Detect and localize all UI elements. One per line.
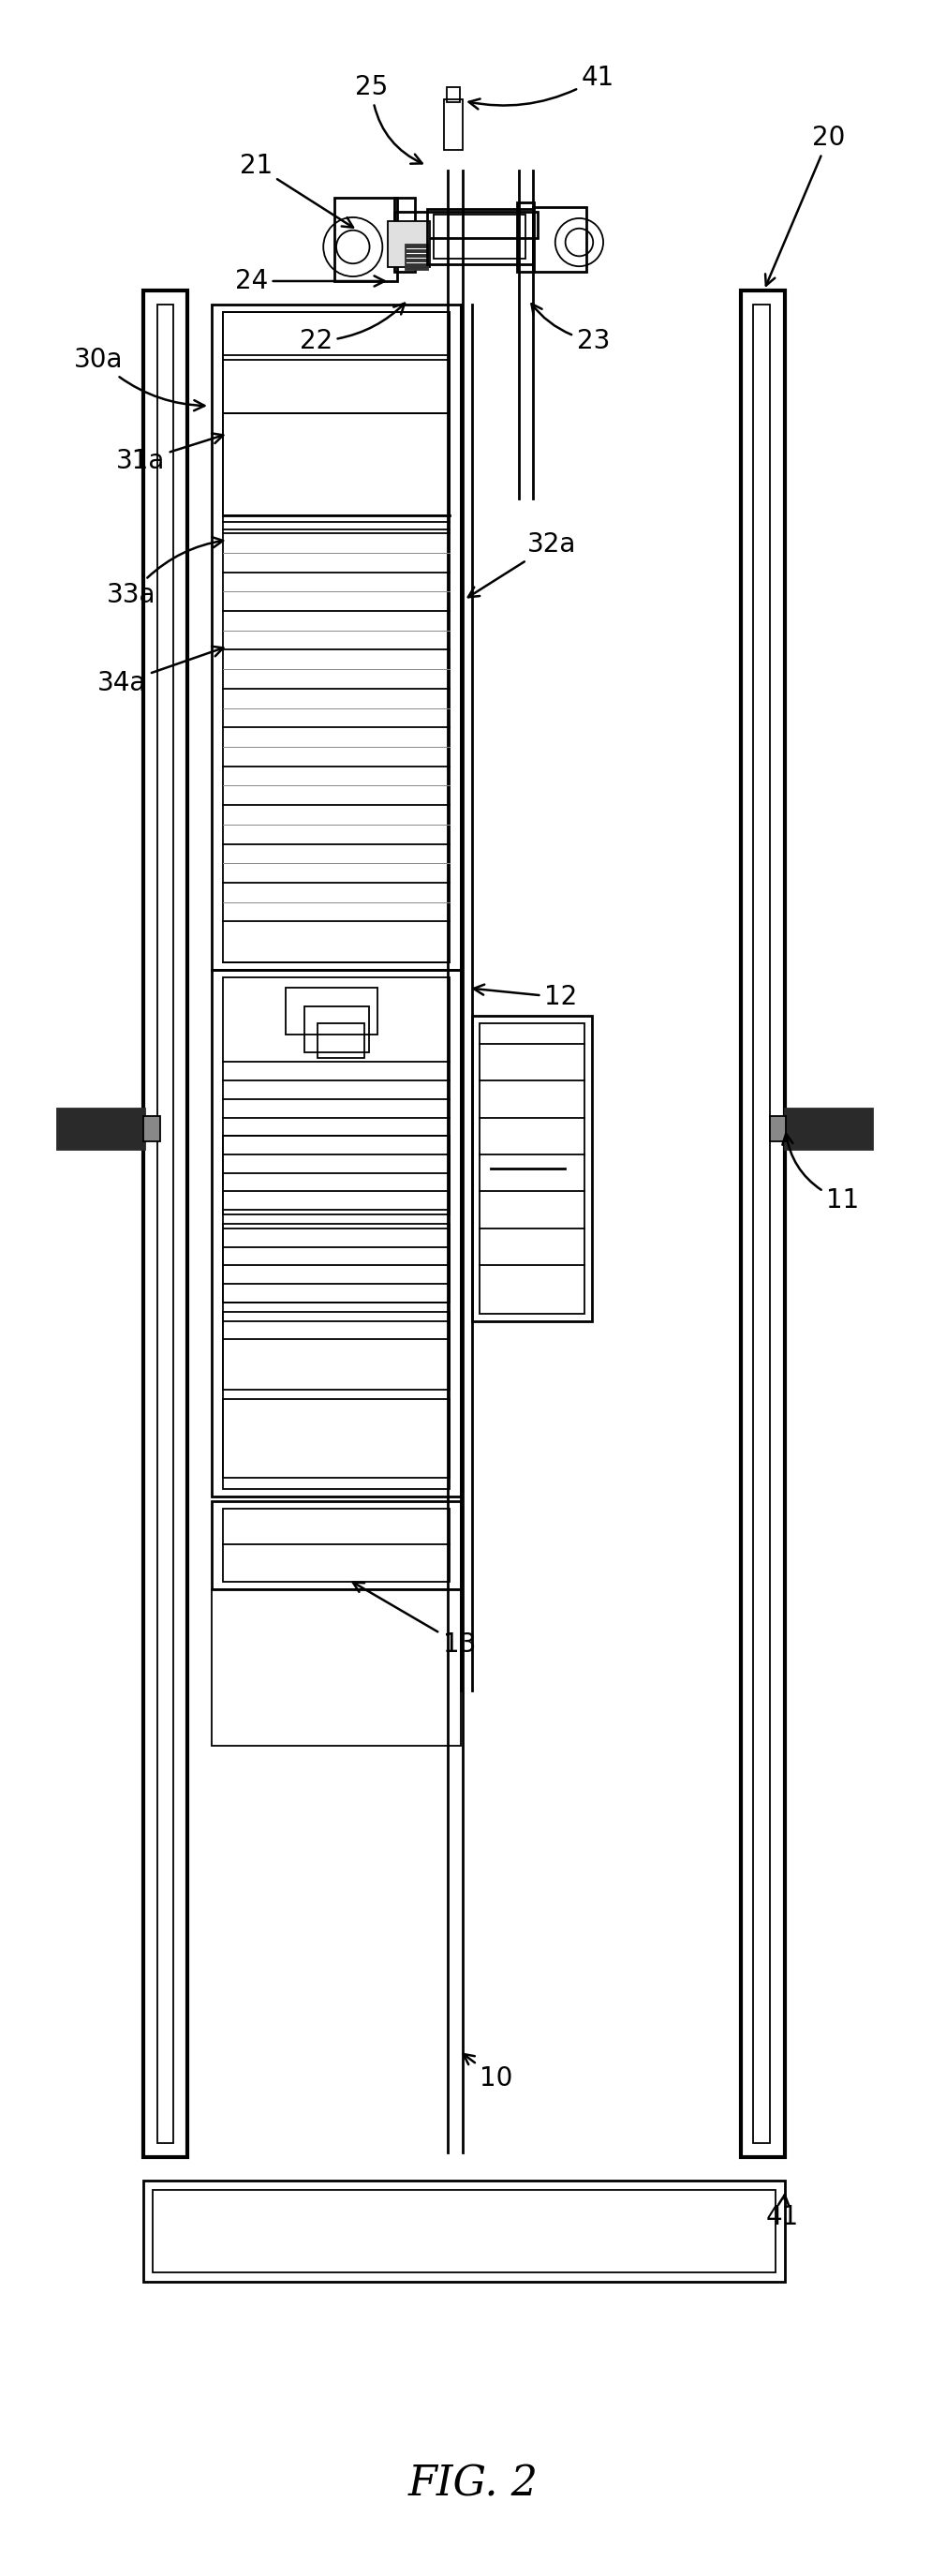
Text: 23: 23 (532, 304, 609, 355)
Bar (212, 1589, 461, 1747)
Bar (304, 1007, 369, 1054)
Bar (335, 198, 397, 281)
Bar (222, 1399, 450, 1479)
Bar (222, 1136, 450, 1213)
Text: 10: 10 (464, 2053, 513, 2092)
Bar (406, 245, 428, 270)
Bar (445, 98, 463, 149)
Bar (212, 304, 461, 969)
Bar (222, 312, 450, 963)
Text: 22: 22 (300, 304, 405, 355)
Bar (222, 1311, 450, 1391)
Bar (769, 1115, 786, 1141)
Text: 41: 41 (766, 2195, 799, 2231)
Bar (741, 291, 785, 2156)
Text: 11: 11 (782, 1133, 859, 1213)
Text: 13: 13 (353, 1582, 476, 1656)
Bar (394, 198, 414, 273)
Bar (143, 2179, 785, 2282)
Bar (222, 1224, 450, 1303)
Bar (388, 222, 429, 268)
Text: 30a: 30a (75, 348, 204, 410)
Text: 21: 21 (239, 152, 353, 227)
Bar (480, 1023, 585, 1314)
Bar (222, 412, 450, 515)
Bar (157, 304, 174, 2143)
Bar (427, 209, 533, 265)
Bar (143, 291, 187, 2156)
Text: 12: 12 (474, 984, 577, 1010)
Bar (212, 1502, 461, 1589)
Bar (394, 211, 537, 237)
Bar (447, 88, 460, 103)
Bar (433, 214, 526, 260)
Bar (286, 989, 377, 1036)
Text: 34a: 34a (97, 647, 223, 696)
Bar (318, 1023, 364, 1059)
Bar (222, 1510, 450, 1582)
Bar (212, 969, 461, 1497)
Bar (533, 206, 587, 273)
Text: 31a: 31a (116, 433, 223, 474)
Bar (152, 2190, 776, 2272)
Bar (517, 204, 534, 273)
Text: FIG. 2: FIG. 2 (408, 2465, 538, 2504)
Text: 33a: 33a (107, 538, 223, 608)
Text: 24: 24 (235, 268, 385, 294)
Text: 25: 25 (355, 75, 422, 165)
Text: 20: 20 (765, 124, 845, 286)
Bar (785, 1108, 873, 1149)
Bar (222, 976, 450, 1489)
Bar (143, 1115, 160, 1141)
Bar (753, 304, 769, 2143)
Bar (222, 312, 450, 412)
Bar (472, 1015, 592, 1321)
Text: 41: 41 (469, 64, 614, 108)
Bar (58, 1108, 145, 1149)
Text: 32a: 32a (468, 531, 576, 598)
